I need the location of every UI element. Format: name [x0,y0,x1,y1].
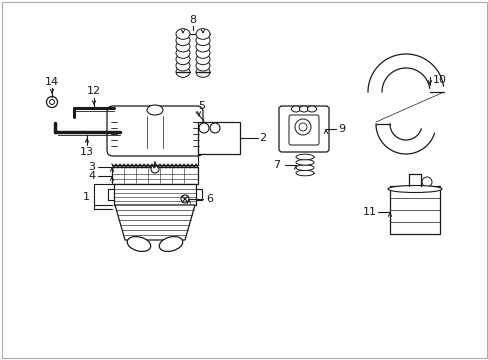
Ellipse shape [176,29,190,39]
Ellipse shape [196,60,209,71]
Polygon shape [115,205,195,240]
Ellipse shape [299,106,308,112]
Text: 9: 9 [338,124,345,134]
Ellipse shape [196,41,209,52]
FancyBboxPatch shape [279,106,328,152]
Ellipse shape [176,48,190,58]
Text: 2: 2 [259,133,266,143]
Circle shape [421,177,431,187]
Text: 13: 13 [80,147,94,157]
Ellipse shape [176,35,190,46]
Text: 6: 6 [206,194,213,204]
Text: 11: 11 [362,207,376,217]
Ellipse shape [295,159,313,165]
Ellipse shape [147,105,163,115]
Ellipse shape [387,185,441,193]
Ellipse shape [307,106,316,112]
Text: 14: 14 [45,77,59,87]
Ellipse shape [176,54,190,65]
Ellipse shape [196,54,209,65]
Bar [112,167,198,184]
Bar [114,184,196,205]
Text: 3: 3 [88,162,95,172]
Text: 12: 12 [87,86,101,96]
Text: 8: 8 [189,15,196,25]
Bar [389,186,439,234]
FancyBboxPatch shape [107,106,203,156]
Ellipse shape [295,170,313,176]
Ellipse shape [295,154,313,160]
Ellipse shape [291,106,300,112]
Text: 1: 1 [82,192,89,202]
Ellipse shape [127,237,150,251]
Circle shape [199,123,208,133]
Text: 10: 10 [432,75,446,85]
Ellipse shape [196,35,209,46]
Circle shape [49,99,54,104]
Text: 4: 4 [88,171,95,181]
Circle shape [209,123,220,133]
Circle shape [46,96,58,108]
Ellipse shape [159,237,183,251]
Circle shape [298,123,306,131]
Ellipse shape [176,67,190,77]
Ellipse shape [196,48,209,58]
Ellipse shape [196,29,209,39]
Bar [198,122,240,154]
Circle shape [151,165,159,173]
Ellipse shape [176,41,190,52]
Ellipse shape [295,165,313,171]
Text: 7: 7 [273,160,280,170]
Text: 5: 5 [198,101,205,111]
Circle shape [181,195,189,203]
Ellipse shape [176,60,190,71]
Circle shape [294,119,310,135]
FancyBboxPatch shape [288,115,318,145]
Ellipse shape [196,67,209,77]
